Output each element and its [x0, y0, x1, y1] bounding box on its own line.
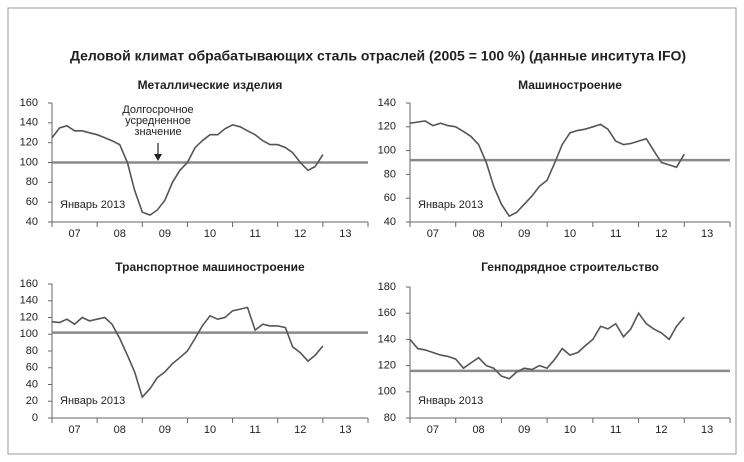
- note-text: значение: [134, 126, 181, 138]
- x-tick-label: 11: [610, 424, 621, 436]
- y-tick-label: 120: [378, 121, 396, 133]
- x-tick-label: 08: [472, 228, 484, 240]
- x-tick-label: 08: [114, 228, 126, 240]
- x-tick-label: 13: [701, 228, 713, 240]
- x-tick-label: 09: [159, 424, 171, 436]
- x-tick-label: 07: [427, 424, 439, 436]
- plots: Металлические изделия4060801001201401600…: [20, 78, 731, 436]
- y-tick-label: 80: [26, 176, 38, 188]
- y-tick-label: 120: [20, 311, 38, 323]
- annotation: Январь 2013: [418, 395, 483, 407]
- y-tick-label: 40: [26, 378, 38, 390]
- x-tick-label: 13: [339, 424, 351, 436]
- x-tick-label: 12: [655, 424, 667, 436]
- frame: [7, 7, 737, 455]
- y-tick-label: 160: [20, 278, 38, 290]
- note-arrowhead: [154, 154, 162, 161]
- x-tick-label: 13: [701, 424, 713, 436]
- x-tick-label: 10: [204, 228, 216, 240]
- y-tick-label: 40: [26, 216, 38, 228]
- annotation: Январь 2013: [418, 199, 483, 211]
- y-tick-label: 160: [378, 307, 396, 319]
- x-tick-label: 10: [564, 228, 576, 240]
- x-tick-label: 07: [68, 228, 80, 240]
- x-tick-label: 08: [114, 424, 126, 436]
- x-tick-label: 11: [249, 228, 260, 240]
- x-tick-label: 11: [249, 424, 260, 436]
- subplot-title: Металлические изделия: [138, 78, 283, 92]
- data-line: [51, 123, 324, 217]
- data-line: [409, 311, 685, 380]
- y-tick-label: 60: [384, 192, 396, 204]
- y-tick-label: 120: [378, 360, 396, 372]
- y-tick-label: 80: [384, 168, 396, 180]
- x-tick-label: 10: [564, 424, 576, 436]
- y-tick-label: 100: [378, 145, 396, 157]
- x-tick-label: 12: [294, 228, 306, 240]
- y-tick-label: 100: [20, 328, 38, 340]
- y-tick-label: 80: [26, 345, 38, 357]
- x-tick-label: 09: [518, 424, 530, 436]
- x-tick-label: 12: [294, 424, 306, 436]
- y-tick-label: 140: [378, 97, 396, 109]
- y-tick-label: 20: [26, 395, 38, 407]
- x-tick-label: 13: [339, 228, 351, 240]
- data-line: [51, 306, 324, 399]
- annotation: Январь 2013: [60, 395, 125, 407]
- y-tick-label: 0: [32, 412, 38, 424]
- y-tick-label: 100: [20, 156, 38, 168]
- note-text: Долгосрочное: [122, 104, 193, 116]
- y-tick-label: 140: [378, 333, 396, 345]
- x-tick-label: 08: [472, 424, 484, 436]
- y-tick-label: 60: [26, 196, 38, 208]
- y-tick-label: 100: [378, 386, 396, 398]
- x-tick-label: 11: [610, 228, 621, 240]
- x-tick-label: 10: [204, 424, 216, 436]
- x-tick-label: 07: [427, 228, 439, 240]
- y-tick-label: 120: [20, 137, 38, 149]
- x-tick-label: 12: [655, 228, 667, 240]
- note-text: усредненное: [125, 115, 191, 127]
- x-tick-label: 09: [159, 228, 171, 240]
- y-tick-label: 140: [20, 295, 38, 307]
- annotation: Январь 2013: [60, 199, 125, 211]
- x-tick-label: 07: [68, 424, 80, 436]
- y-tick-label: 40: [384, 216, 396, 228]
- subplot-title: Машиностроение: [518, 78, 622, 92]
- subplot-title: Транспортное машиностроение: [115, 260, 305, 274]
- subplot-title: Генподрядное строительство: [481, 260, 659, 274]
- y-tick-label: 180: [378, 281, 396, 293]
- y-tick-label: 60: [26, 362, 38, 374]
- y-tick-label: 80: [384, 412, 396, 424]
- y-tick-label: 160: [20, 97, 38, 109]
- data-line: [409, 120, 685, 218]
- y-tick-label: 140: [20, 117, 38, 129]
- figure-title: Деловой климат обрабатывающих сталь отра…: [70, 48, 686, 64]
- x-tick-label: 09: [518, 228, 530, 240]
